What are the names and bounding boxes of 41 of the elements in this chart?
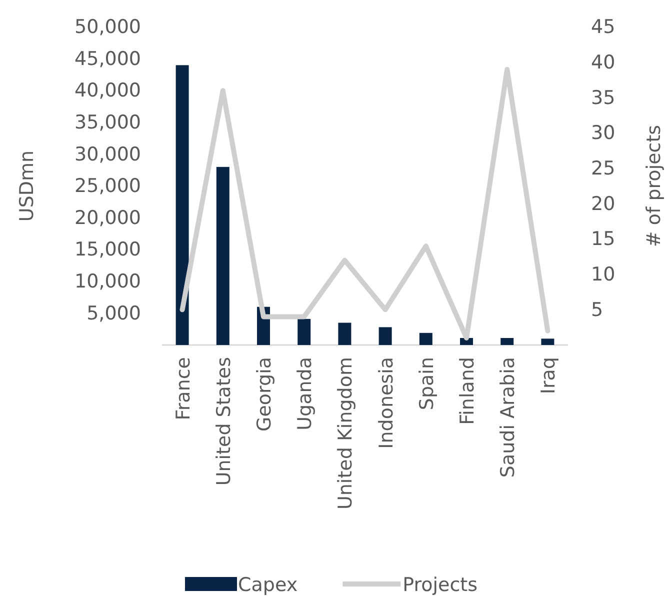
bar xyxy=(216,166,230,345)
bar xyxy=(419,332,432,345)
y-tick-label: 5,000 xyxy=(86,302,141,324)
y2-tick-label: 20 xyxy=(591,192,616,215)
x-tick-label: Saudi Arabia xyxy=(497,357,520,478)
y2-tick-label: 15 xyxy=(591,228,616,250)
x-tick-label: Uganda xyxy=(294,357,316,430)
y-tick-label: 20,000 xyxy=(74,206,141,229)
y-tick-label: 45,000 xyxy=(74,48,141,70)
y-tick-label: 35,000 xyxy=(74,111,141,134)
bar xyxy=(378,327,392,345)
legend-label: Projects xyxy=(402,574,478,596)
y2-tick-label: 5 xyxy=(591,298,604,321)
x-tick-label: United Kingdom xyxy=(334,357,357,510)
bar xyxy=(541,338,554,345)
y2-tick-label: 40 xyxy=(591,51,616,74)
y-axis-title: USDmn xyxy=(16,150,38,222)
x-tick-label: Iraq xyxy=(538,357,560,394)
x-tick-label: Spain xyxy=(416,357,438,410)
bar xyxy=(500,338,514,345)
bar xyxy=(338,322,352,345)
x-tick-label: Georgia xyxy=(254,357,276,432)
y2-axis-title: # of projects xyxy=(643,124,665,248)
legend-label: Capex xyxy=(238,574,298,596)
y-tick-label: 25,000 xyxy=(74,175,141,198)
y2-tick-label: 25 xyxy=(591,157,616,180)
y2-tick-label: 35 xyxy=(591,86,616,109)
x-tick-label: Finland xyxy=(456,357,478,425)
y2-tick-label: 30 xyxy=(591,122,616,144)
y2-tick-label: 10 xyxy=(591,263,616,286)
y-tick-label: 50,000 xyxy=(74,16,141,38)
y2-tick-label: 45 xyxy=(591,16,616,38)
x-tick-label: France xyxy=(172,357,194,420)
x-tick-label: United States xyxy=(212,357,235,486)
y-tick-label: 10,000 xyxy=(74,270,141,292)
bar xyxy=(298,318,311,345)
y-tick-label: 15,000 xyxy=(74,238,141,261)
x-tick-label: Indonesia xyxy=(375,357,398,449)
bar xyxy=(176,65,189,345)
y-tick-label: 40,000 xyxy=(74,80,141,102)
y-tick-label: 30,000 xyxy=(74,143,141,166)
